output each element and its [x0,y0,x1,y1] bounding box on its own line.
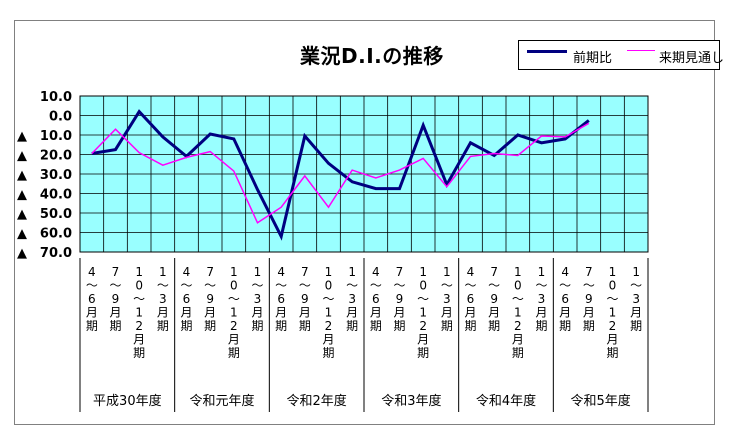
y-tick-marker: ▲ [17,207,27,222]
legend-swatch-series-1 [527,50,567,53]
group-label: 令和2年度 [287,393,347,409]
x-tick-label: 1 0 ～ 1 2 月期 [228,265,240,360]
x-tick-label: 1 ～ 3 月期 [346,265,358,333]
x-tick-label: 7 ～ 9 月期 [299,265,311,333]
group-label: 令和3年度 [381,393,441,409]
y-tick-marker: ▲ [17,129,27,144]
legend-label-series-1: 前期比 [573,51,613,66]
x-tick-label: 1 0 ～ 1 2 月期 [133,265,145,360]
x-tick-label: 1 ～ 3 月期 [157,265,169,333]
x-tick-label: 4 ～ 6 月期 [370,265,382,333]
x-tick-label: 1 0 ～ 1 2 月期 [417,265,429,360]
x-tick-label: 4 ～ 6 月期 [86,265,98,333]
x-tick-label: 7 ～ 9 月期 [109,265,121,333]
chart-legend: 前期比 来期見通し [518,40,724,70]
chart-title: 業況D.I.の推移 [300,44,444,68]
series-line-2 [91,122,590,224]
group-label: 令和元年度 [189,393,254,409]
x-tick-label: 1 ～ 3 月期 [535,265,547,333]
group-label: 令和4年度 [476,393,536,409]
y-tick-marker: ▲ [17,168,27,183]
y-tick-label: 40.0 [40,188,72,203]
legend-swatch-series-2 [627,50,655,51]
series-line-1 [91,109,590,241]
y-tick-marker: ▲ [17,227,27,242]
legend-label-series-2: 来期見通し [659,51,725,66]
y-tick-marker: ▲ [17,188,27,203]
x-tick-label: 1 0 ～ 1 2 月期 [512,265,524,360]
x-tick-label: 4 ～ 6 月期 [559,265,571,333]
x-tick-label: 1 0 ～ 1 2 月期 [322,265,334,360]
x-tick-label: 1 ～ 3 月期 [441,265,453,333]
y-tick-label: 60.0 [40,227,72,242]
x-tick-label: 4 ～ 6 月期 [180,265,192,333]
y-tick-label: 10.0 [40,129,72,144]
group-label: 令和5年度 [571,393,631,409]
x-tick-label: 7 ～ 9 月期 [488,265,500,333]
x-tick-label: 7 ～ 9 月期 [204,265,216,333]
y-tick-marker: ▲ [17,246,27,261]
x-tick-label: 4 ～ 6 月期 [464,265,476,333]
y-tick-label: 30.0 [40,168,72,183]
y-tick-label: 0.0 [49,110,72,125]
y-tick-label: 50.0 [40,207,72,222]
chart-frame [14,20,715,425]
x-tick-label: 1 0 ～ 1 2 月期 [606,265,618,360]
y-tick-label: 20.0 [40,149,72,164]
x-tick-label: 7 ～ 9 月期 [583,265,595,333]
x-tick-label: 1 ～ 3 月期 [251,265,263,333]
y-tick-label: 10.0 [40,90,72,105]
x-tick-label: 7 ～ 9 月期 [393,265,405,333]
y-tick-marker: ▲ [17,149,27,164]
x-tick-label: 1 ～ 3 月期 [630,265,642,333]
group-label: 平成30年度 [93,393,162,409]
y-tick-label: 70.0 [40,246,72,261]
x-tick-label: 4 ～ 6 月期 [275,265,287,333]
